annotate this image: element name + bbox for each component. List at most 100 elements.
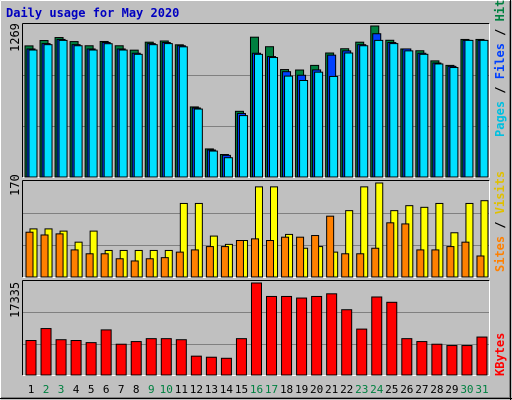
bar-sites [70,249,79,278]
legend-sep: / [493,21,507,44]
x-tick-label: 25 [385,383,398,396]
bar-pages [269,57,279,178]
bar-kbytes [416,341,428,376]
bar-kbytes [205,356,217,376]
x-tick-label: 8 [133,383,140,396]
legend-sites: Sites [493,235,507,272]
bar-sites [356,253,365,278]
bar-kbytes [175,339,187,376]
bar-sites [25,231,34,278]
bar-pages [434,63,444,178]
chart-title: Daily usage for May 2020 [6,6,180,20]
x-tick-label: 15 [235,383,248,396]
x-tick-label: 9 [148,383,155,396]
bar-kbytes [190,355,202,376]
bar-kbytes [281,295,293,376]
bar-kbytes [250,282,262,376]
bar-pages [374,39,384,178]
bar-pages [404,50,414,178]
x-tick-label: 10 [160,383,173,396]
bar-kbytes [296,297,308,376]
legend-kbytes: KBytes [493,332,507,376]
x-tick-label: 21 [325,383,338,396]
bar-visits [254,186,263,278]
bar-kbytes [326,293,338,376]
bar-kbytes [55,339,67,376]
bar-kbytes [311,295,323,376]
bar-kbytes [386,301,398,376]
bottom-panel-legend: KBytes [493,333,507,376]
middle-panel-legend: Sites / Visits [493,171,507,272]
x-tick-label: 6 [103,383,110,396]
middle-panel-max-label: 170 [8,174,22,196]
x-tick-label: 13 [205,383,218,396]
top-panel-legend: Pages / Files / Hits [493,0,507,137]
x-tick-label: 14 [220,383,234,396]
x-tick-label: 26 [400,383,413,396]
bar-sites [130,260,139,278]
bar-kbytes [160,338,172,376]
x-tick-labels: 1 2 3 4 5 6 7 8 9 10 11 12 13 14 15 16 17 18 19 20 21 22 23 24 2… [28,383,489,396]
bar-pages [419,53,429,178]
x-tick-label: 16 [250,383,263,396]
x-tick-label: 18 [280,383,293,396]
x-tick-label: 1 [28,383,35,396]
bar-pages [464,39,474,178]
bar-sites [476,255,485,278]
bar-sites [145,258,154,278]
bar-kbytes [401,338,413,376]
bar-kbytes [235,338,247,376]
x-tick-label: 5 [88,383,95,396]
bar-sites [85,253,94,278]
bar-pages [344,52,354,178]
x-tick-label: 23 [355,383,368,396]
bar-sites [461,241,470,278]
bar-sites [205,246,214,278]
bar-kbytes [130,341,142,376]
bar-kbytes [341,309,353,376]
bar-pages [253,53,263,178]
bar-sites [431,249,440,278]
bar-kbytes [25,340,37,376]
bar-kbytes [220,357,232,376]
bar-kbytes [145,338,157,376]
legend-visits: Visits [493,170,507,215]
bar-kbytes [461,345,473,376]
x-tick-label: 12 [190,383,203,396]
bar-pages [43,44,53,178]
bar-sites [341,253,350,278]
x-tick-label: 17 [265,383,278,396]
bar-sites [311,235,320,278]
bar-kbytes [85,342,97,376]
bar-sites [416,249,425,278]
bar-pages [208,150,218,178]
legend-hits: Hits [493,0,507,22]
bar-sites [55,233,64,278]
bar-sites [296,236,305,278]
bar-pages [238,115,248,178]
x-tick-label: 20 [310,383,323,396]
bar-pages [479,39,489,178]
legend-pages: Pages [493,100,507,137]
bar-pages [88,49,98,178]
x-tick-label: 4 [73,383,80,396]
bar-sites [115,258,124,278]
bar-kbytes [431,343,443,376]
bar-kbytes [100,329,112,376]
x-tick-label: 28 [430,383,443,396]
bar-pages [133,53,143,178]
bar-sites [371,247,380,278]
x-tick-label: 2 [43,383,50,396]
bar-kbytes [371,296,383,376]
x-tick-label: 27 [415,383,428,396]
bar-pages [118,49,128,178]
bottom-panel-max-label: 17335 [8,281,22,318]
x-tick-label: 31 [475,383,488,396]
bar-sites [386,222,395,278]
bar-pages [148,44,158,178]
bar-kbytes [266,295,278,376]
bar-pages [28,49,38,178]
bar-pages [163,43,173,178]
x-tick-label: 22 [340,383,353,396]
